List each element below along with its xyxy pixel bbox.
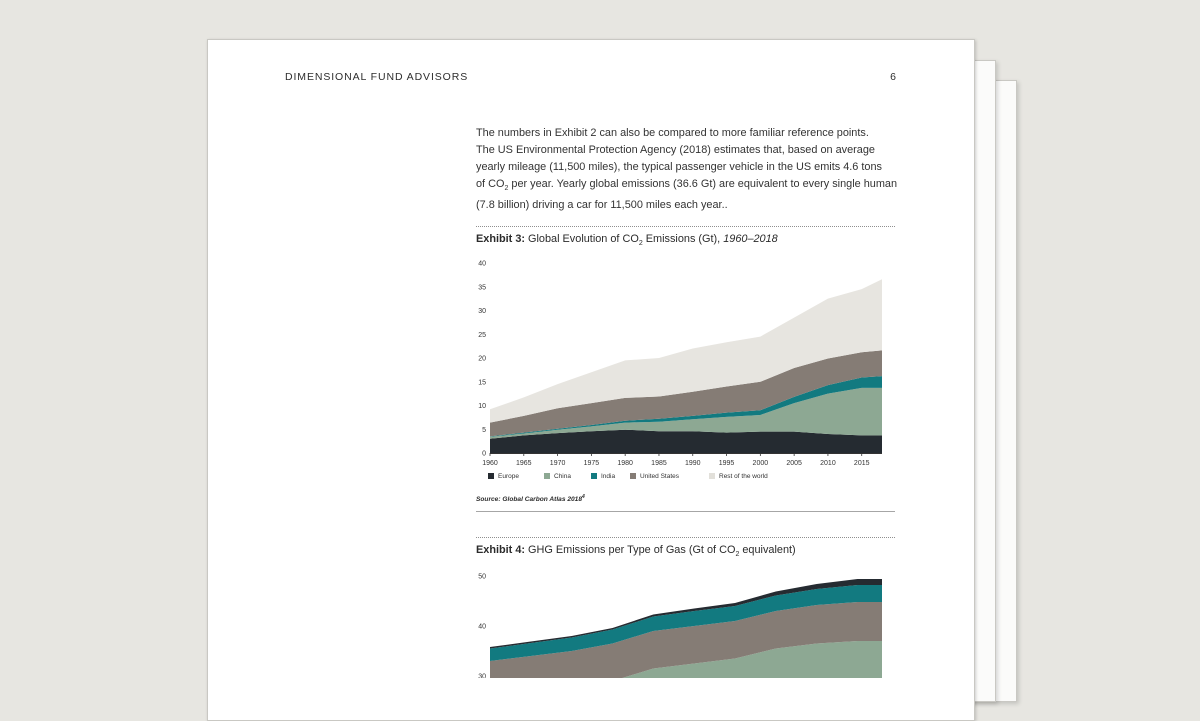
x-tick-label: 1960: [482, 460, 498, 467]
legend-item: China: [544, 473, 571, 480]
y-tick-label: 50: [478, 574, 486, 581]
y-tick-label: 10: [478, 403, 486, 410]
legend-label: Rest of the world: [719, 473, 768, 480]
y-tick-label: 30: [478, 674, 486, 679]
exhibit4-title: Exhibit 4: GHG Emissions per Type of Gas…: [476, 544, 796, 559]
exhibit4-area-chart: 30 40 50: [478, 574, 882, 679]
section-divider: [476, 226, 895, 227]
x-tick-label: 1985: [651, 460, 667, 467]
y-tick-label: 5: [482, 427, 486, 434]
area-series-4: [490, 579, 882, 649]
legend-swatch: [488, 473, 494, 479]
y-tick-label: 15: [478, 379, 486, 386]
area-series-2: [490, 602, 882, 678]
exhibit3-title: Exhibit 3: Global Evolution of CO2 Emiss…: [476, 233, 778, 248]
area-china: [490, 387, 882, 439]
paragraph-line: The US Environmental Protection Agency (…: [476, 144, 875, 156]
x-tick-label: 1970: [550, 460, 566, 467]
legend-item: United States: [630, 473, 679, 480]
exhibit3-source: Source: Global Carbon Atlas 20184: [476, 494, 585, 504]
x-tick-label: 2015: [854, 460, 870, 467]
legend-swatch: [709, 473, 715, 479]
paragraph-line: yearly mileage (11,500 miles), the typic…: [476, 161, 882, 173]
area-europe: [490, 429, 882, 453]
x-tick-label: 2000: [753, 460, 769, 467]
y-tick-label: 25: [478, 332, 486, 339]
y-tick-label: 0: [482, 451, 486, 458]
y-tick-label: 35: [478, 284, 486, 291]
x-tick-label: 2010: [820, 460, 836, 467]
page-number: 6: [890, 71, 896, 83]
header-company-name: DIMENSIONAL FUND ADVISORS: [285, 71, 469, 83]
area-united-states: [490, 350, 882, 437]
x-tick-label: 2005: [786, 460, 802, 467]
legend-swatch: [591, 473, 597, 479]
document-page: DIMENSIONAL FUND ADVISORS 6 The numbers …: [207, 39, 975, 721]
legend-swatch: [630, 473, 636, 479]
x-tick-label: 1995: [719, 460, 735, 467]
paragraph-line: of CO2 per year. Yearly global emissions…: [476, 178, 898, 193]
x-tick-label: 1975: [584, 460, 600, 467]
x-tick-label: 1965: [516, 460, 532, 467]
y-tick-label: 30: [478, 308, 486, 315]
exhibit3-area-chart: 0 5 10 15 20 25 30 35 40 1960 1965 1970 1975 1980 1985…: [478, 261, 882, 467]
y-tick-label: 40: [478, 624, 486, 631]
paragraph-line: (7.8 billion) driving a car for 11,500 m…: [476, 199, 728, 212]
y-tick-label: 40: [478, 261, 486, 268]
area-series-1: [622, 641, 882, 678]
legend-swatch: [544, 473, 550, 479]
section-divider: [476, 511, 895, 512]
legend-label: China: [554, 473, 571, 480]
legend-item: India: [591, 473, 615, 480]
y-tick-label: 20: [478, 356, 486, 363]
x-tick-label: 1980: [617, 460, 633, 467]
legend-label: United States: [640, 473, 680, 480]
area-rest-of-the-world: [490, 279, 882, 423]
legend-item: Europe: [488, 473, 519, 480]
section-divider: [476, 537, 895, 538]
legend-label: Europe: [498, 473, 519, 480]
area-series-3: [490, 585, 882, 661]
legend-label: India: [601, 473, 616, 480]
paragraph-line: The numbers in Exhibit 2 can also be com…: [476, 127, 869, 139]
legend-item: Rest of the world: [709, 473, 768, 480]
area-india: [490, 376, 882, 437]
body-paragraph: The numbers in Exhibit 2 can also be com…: [476, 125, 901, 214]
x-tick-label: 1990: [685, 460, 701, 467]
